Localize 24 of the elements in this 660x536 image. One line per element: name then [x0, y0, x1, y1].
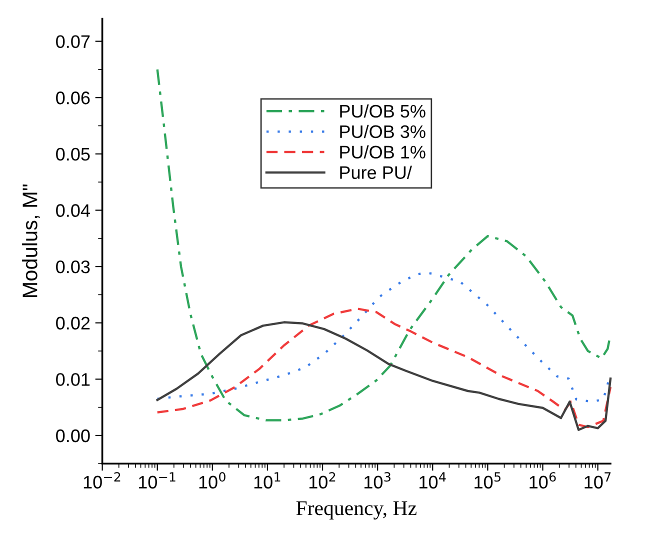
x-tick-label: 10$^{6}$: [530, 472, 556, 489]
y-tick-label: 0.05: [56, 148, 90, 161]
x-tick-label: 10$^{−1}$: [138, 472, 176, 489]
legend-label: PU/OB 3%: [340, 124, 426, 138]
x-tick-label: 10$^{4}$: [420, 472, 446, 489]
x-tick-label: 10$^{3}$: [364, 472, 390, 489]
y-tick-label: 0.01: [56, 373, 90, 386]
x-tick-label: 10$^{1}$: [254, 472, 280, 489]
x-tick-label: 10$^{7}$: [584, 472, 611, 489]
x-tick-label: 10$^{5}$: [474, 472, 500, 489]
x-tick-label: 10$^{0}$: [199, 472, 226, 489]
y-tick-label: 0.02: [56, 316, 90, 330]
legend-label: PU/OB 5%: [340, 104, 426, 118]
y-tick-label: 0.04: [56, 204, 90, 217]
x-tick-label: 10$^{2}$: [309, 472, 336, 489]
y-axis-title: Modulus, M": [22, 184, 40, 298]
x-axis-title: Frequency, Hz: [296, 501, 416, 520]
y-tick-label: 0.00: [56, 429, 90, 442]
y-tick-label: 0.07: [56, 35, 90, 48]
y-tick-label: 0.03: [56, 260, 90, 274]
legend-label: PU/OB 1%: [340, 145, 426, 159]
x-tick-label: 10$^{−2}$: [84, 472, 120, 489]
y-tick-label: 0.06: [56, 92, 90, 104]
legend-label: Pure PU/: [340, 166, 412, 179]
